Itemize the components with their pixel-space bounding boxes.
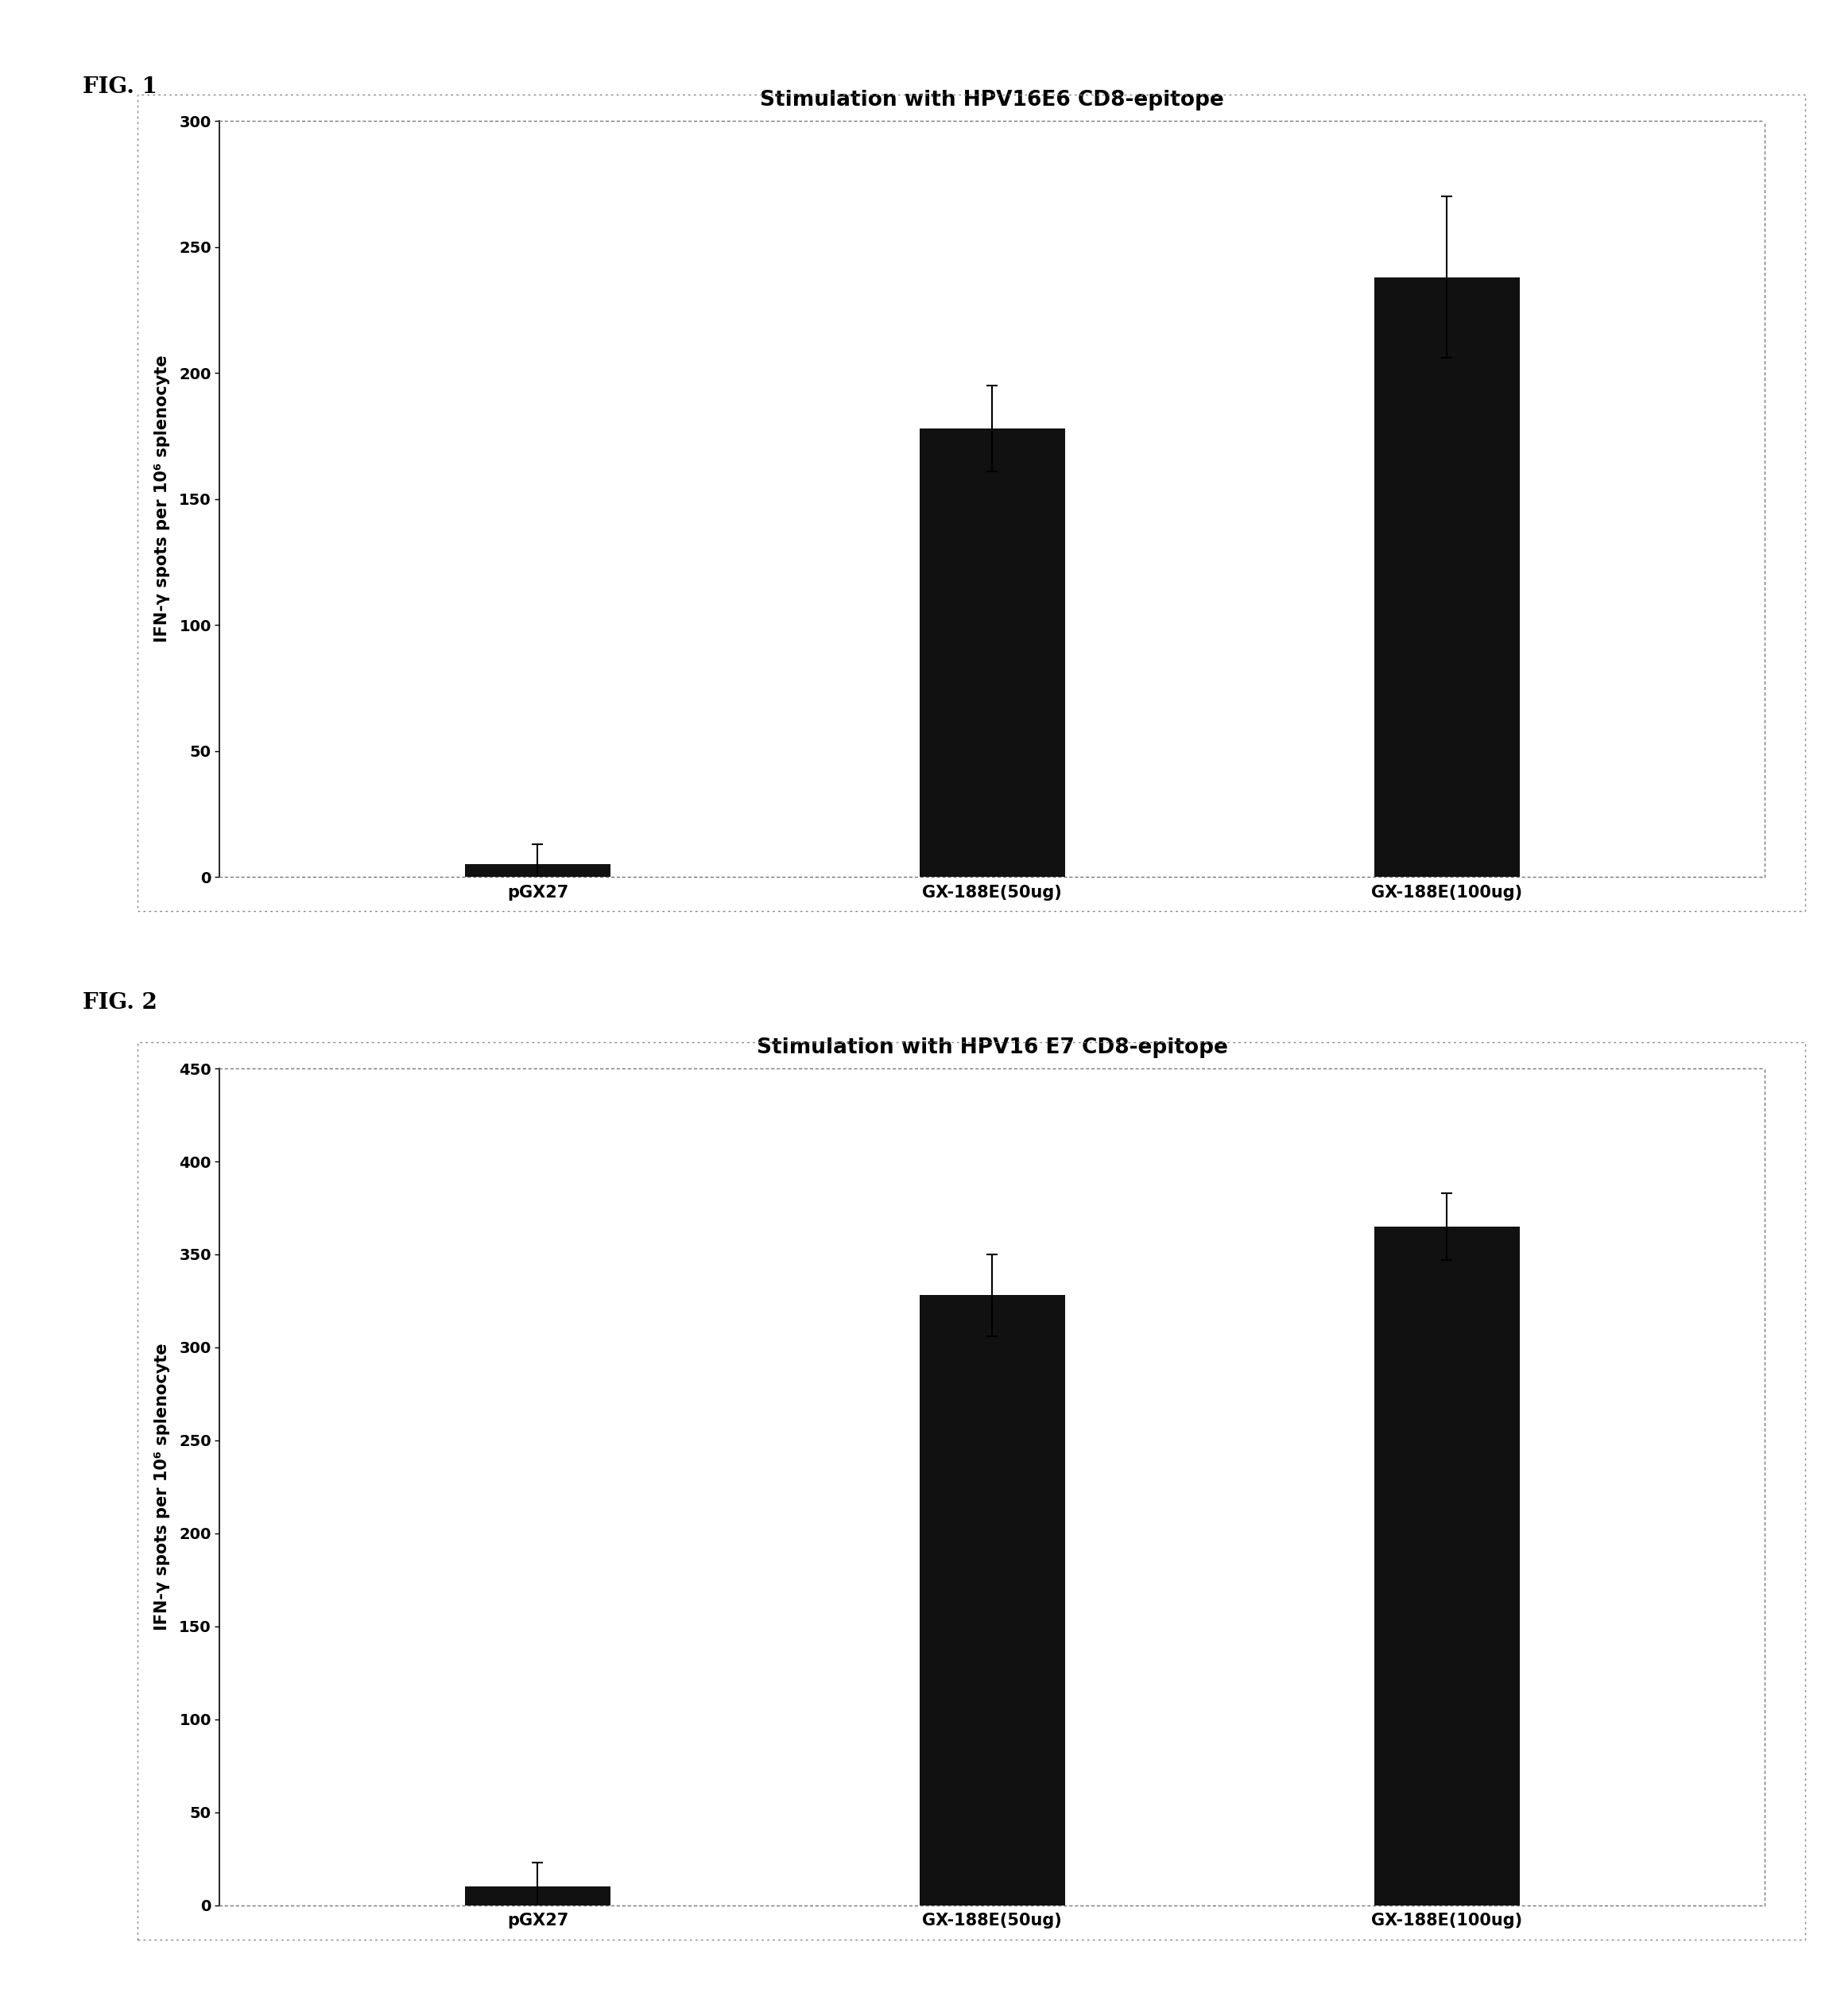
Bar xyxy=(465,865,611,877)
Bar xyxy=(1374,1226,1520,1905)
Bar xyxy=(1374,278,1520,877)
Y-axis label: IFN-γ spots per 10⁶ splenocyte: IFN-γ spots per 10⁶ splenocyte xyxy=(154,1343,170,1631)
Y-axis label: IFN-γ spots per 10⁶ splenocyte: IFN-γ spots per 10⁶ splenocyte xyxy=(154,355,170,643)
Bar xyxy=(920,1296,1064,1905)
Title: Stimulation with HPV16 E7 CD8-epitope: Stimulation with HPV16 E7 CD8-epitope xyxy=(757,1036,1227,1058)
Bar xyxy=(465,1887,611,1905)
Text: FIG. 1: FIG. 1 xyxy=(82,77,157,99)
Bar xyxy=(920,429,1064,877)
Text: FIG. 2: FIG. 2 xyxy=(82,992,157,1014)
Title: Stimulation with HPV16E6 CD8-epitope: Stimulation with HPV16E6 CD8-epitope xyxy=(761,89,1224,111)
